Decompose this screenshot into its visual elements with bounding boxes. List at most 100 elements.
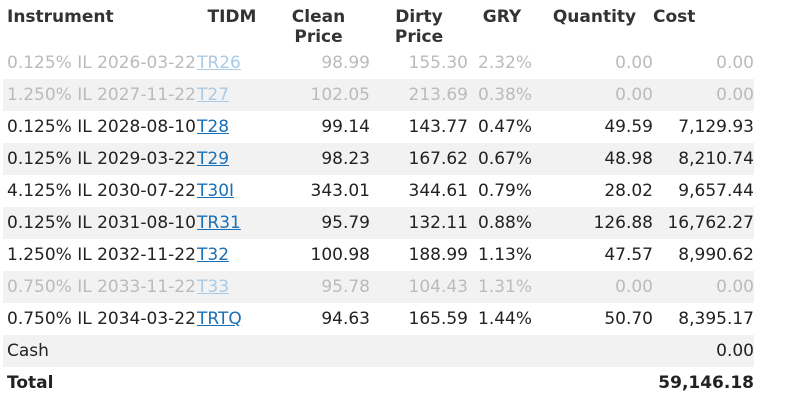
tidm-link[interactable]: TR26: [197, 53, 241, 73]
instrument-cell: 0.750% IL 2033-11-22: [3, 271, 197, 303]
gry-cell: 0.67%: [468, 143, 536, 175]
dirty-price-cell: 165.59: [408, 309, 468, 329]
header-tidm[interactable]: TIDM: [207, 7, 257, 27]
clean-price-cell: 102.05: [267, 79, 370, 111]
cost-cell: 8,990.62: [678, 245, 754, 265]
gry-cell: 1.13%: [478, 245, 533, 265]
cost-cell: 8,210.74: [653, 143, 754, 175]
tidm-link[interactable]: TRTQ: [197, 309, 242, 329]
gry-cell: 0.88%: [468, 207, 536, 239]
instrument-cell: 1.250% IL 2027-11-22: [3, 79, 197, 111]
empty-cell: [468, 367, 536, 399]
cost-cell: 9,657.44: [678, 181, 754, 201]
total-row: Total 59,146.18: [3, 367, 754, 399]
header-clean-price[interactable]: Clean Price: [291, 7, 346, 47]
clean-price-cell: 95.78: [267, 271, 370, 303]
tidm-cell: TRTQ: [197, 303, 267, 335]
tidm-link[interactable]: T27: [197, 85, 230, 105]
header-dirty-price[interactable]: Dirty Price: [394, 7, 444, 47]
empty-cell: [370, 367, 468, 399]
quantity-cell: 47.57: [604, 245, 653, 265]
empty-cell: [536, 335, 653, 367]
empty-cell: [536, 367, 653, 399]
instrument-cell: 0.125% IL 2029-03-22: [3, 143, 197, 175]
gry-cell: 0.38%: [468, 79, 536, 111]
quantity-cell: 28.02: [604, 181, 653, 201]
tidm-link[interactable]: T33: [197, 277, 230, 297]
tidm-link[interactable]: T29: [197, 149, 230, 169]
gry-cell: 0.79%: [478, 181, 533, 201]
instrument-cell: 1.250% IL 2032-11-22: [7, 245, 196, 265]
tidm-cell: T27: [197, 79, 267, 111]
tidm-cell: T28: [197, 111, 267, 143]
table-row: 1.250% IL 2027-11-22 T27 102.05 213.69 0.38%…: [3, 79, 754, 111]
table-row: 0.125% IL 2029-03-22 T29 98.23 167.62 0.67% 4…: [3, 143, 754, 175]
instrument-cell: 0.125% IL 2031-08-10: [3, 207, 197, 239]
clean-price-cell: 94.63: [321, 309, 370, 329]
instrument-cell: 0.125% IL 2028-08-10: [7, 117, 196, 137]
cost-cell: 8,395.17: [678, 309, 754, 329]
dirty-price-cell: 167.62: [370, 143, 468, 175]
quantity-cell: 0.00: [536, 79, 653, 111]
cash-row: Cash 0.00: [3, 335, 754, 367]
header-gry[interactable]: GRY: [482, 7, 522, 27]
cost-cell: 0.00: [716, 53, 754, 73]
quantity-cell: 0.00: [536, 271, 653, 303]
quantity-cell: 50.70: [604, 309, 653, 329]
header-instrument[interactable]: Instrument: [7, 7, 114, 27]
clean-price-cell: 98.99: [321, 53, 370, 73]
header-cost[interactable]: Cost: [653, 7, 696, 27]
tidm-cell: T33: [197, 271, 267, 303]
tidm-link[interactable]: TR31: [197, 213, 241, 233]
table-row: 4.125% IL 2030-07-22 T30I 343.01 344.61 0.79…: [3, 175, 754, 207]
cash-label: Cash: [3, 335, 197, 367]
dirty-price-cell: 104.43: [370, 271, 468, 303]
clean-price-cell: 99.14: [321, 117, 370, 137]
clean-price-cell: 100.98: [310, 245, 370, 265]
dirty-price-cell: 213.69: [370, 79, 468, 111]
quantity-cell: 48.98: [536, 143, 653, 175]
holdings-table: Instrument TIDM Clean Price Dirty Price …: [3, 7, 754, 399]
instrument-cell: 4.125% IL 2030-07-22: [7, 181, 196, 201]
instrument-cell: 0.125% IL 2026-03-22: [7, 53, 196, 73]
dirty-price-cell: 132.11: [370, 207, 468, 239]
table-row: 0.125% IL 2028-08-10 T28 99.14 143.77 0.47% 4…: [3, 111, 754, 143]
dirty-price-cell: 155.30: [408, 53, 468, 73]
tidm-link[interactable]: T32: [197, 245, 230, 265]
empty-cell: [267, 367, 370, 399]
clean-price-cell: 95.79: [267, 207, 370, 239]
gry-cell: 0.47%: [478, 117, 533, 137]
tidm-link[interactable]: T28: [197, 117, 230, 137]
empty-cell: [370, 335, 468, 367]
dirty-price-cell: 344.61: [408, 181, 468, 201]
quantity-cell: 0.00: [615, 53, 653, 73]
quantity-cell: 126.88: [536, 207, 653, 239]
table-row: 1.250% IL 2032-11-22 T32 100.98 188.99 1.13%…: [3, 239, 754, 271]
table-row: 0.125% IL 2026-03-22 TR26 98.99 155.30 2.32%…: [3, 47, 754, 79]
empty-cell: [197, 335, 267, 367]
tidm-cell: T32: [197, 239, 267, 271]
tidm-cell: T30I: [197, 175, 267, 207]
table-row: 0.750% IL 2033-11-22 T33 95.78 104.43 1.31% 0…: [3, 271, 754, 303]
tidm-cell: T29: [197, 143, 267, 175]
cost-cell: 7,129.93: [678, 117, 754, 137]
empty-cell: [197, 367, 267, 399]
header-quantity[interactable]: Quantity: [552, 7, 637, 27]
instrument-cell: 0.750% IL 2034-03-22: [7, 309, 196, 329]
table-header-row: Instrument TIDM Clean Price Dirty Price …: [3, 7, 754, 47]
gry-cell: 1.44%: [478, 309, 533, 329]
table-row: 0.750% IL 2034-03-22 TRTQ 94.63 165.59 1.44%…: [3, 303, 754, 335]
tidm-cell: TR31: [197, 207, 267, 239]
dirty-price-cell: 188.99: [408, 245, 468, 265]
cash-cost: 0.00: [653, 335, 754, 367]
total-cost: 59,146.18: [658, 373, 754, 393]
total-label: Total: [7, 373, 54, 393]
clean-price-cell: 343.01: [310, 181, 370, 201]
gry-cell: 2.32%: [478, 53, 533, 73]
clean-price-cell: 98.23: [267, 143, 370, 175]
tidm-link[interactable]: T30I: [197, 181, 235, 201]
quantity-cell: 49.59: [604, 117, 653, 137]
cost-cell: 16,762.27: [653, 207, 754, 239]
empty-cell: [267, 335, 370, 367]
gry-cell: 1.31%: [468, 271, 536, 303]
